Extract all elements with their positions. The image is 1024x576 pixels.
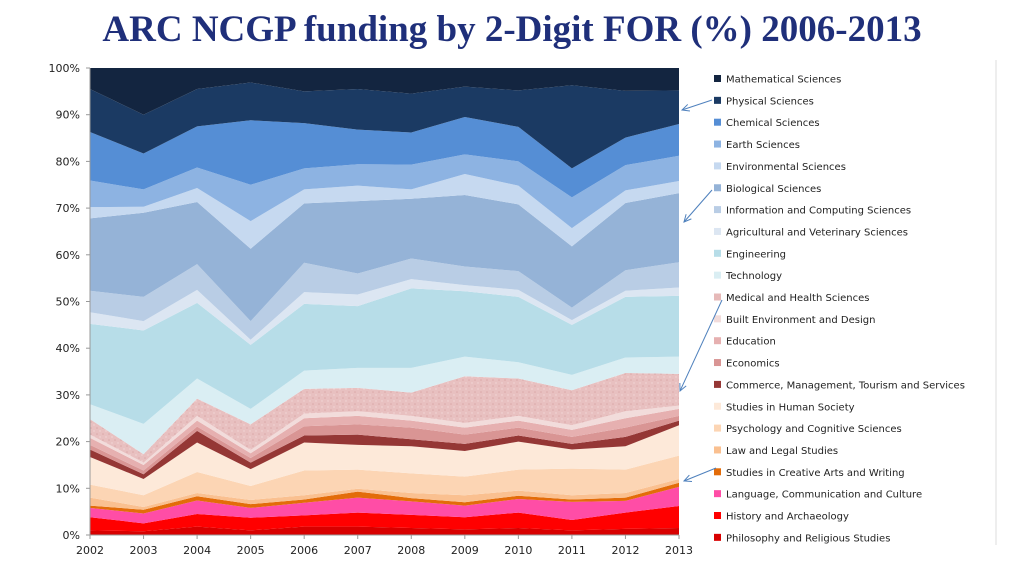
area-information-and-computing-sciences <box>90 258 679 340</box>
legend-swatch <box>714 490 721 498</box>
x-tick-label: 2010 <box>504 544 532 557</box>
legend-swatch <box>714 249 721 257</box>
area-biological-sciences <box>90 193 679 322</box>
area-environmental-sciences <box>90 174 679 249</box>
arrowhead-icon <box>680 104 690 112</box>
x-tick-label: 2006 <box>290 544 318 557</box>
legend-swatch <box>714 380 721 388</box>
legend-swatch <box>714 402 721 410</box>
legend-swatch <box>714 75 721 82</box>
legend-swatch <box>714 206 721 214</box>
legend-label: Information and Computing Sciences <box>726 206 911 217</box>
area-technology <box>90 356 679 455</box>
legend-label: Education <box>726 337 776 348</box>
legend-label: Studies in Creative Arts and Writing <box>726 468 905 479</box>
x-tick-label: 2009 <box>451 544 479 557</box>
y-tick-label: 60% <box>56 249 80 262</box>
legend-swatch <box>714 424 721 432</box>
legend-swatch <box>714 162 721 170</box>
y-tick-label: 40% <box>56 342 80 355</box>
legend-label: Technology <box>725 271 782 282</box>
area-physical-sciences <box>90 82 679 169</box>
y-tick-label: 90% <box>56 109 80 122</box>
x-tick-label: 2008 <box>397 544 425 557</box>
area-engineering <box>90 288 679 424</box>
legend-label: Philosophy and Religious Studies <box>726 533 890 544</box>
legend-swatch <box>714 315 721 323</box>
legend-swatch <box>714 446 721 454</box>
area-chemical-sciences <box>90 117 679 198</box>
area-commerce-management-tourism-and-services <box>90 420 679 479</box>
legend-swatch <box>714 359 721 367</box>
y-tick-label: 10% <box>56 482 80 495</box>
area-medical-and-health-sciences <box>90 372 679 463</box>
area-built-environment-and-design <box>90 405 679 465</box>
x-tick-label: 2012 <box>611 544 639 557</box>
legend-label: Language, Communication and Culture <box>726 490 922 501</box>
legend-swatch <box>714 227 721 235</box>
legend-label: Earth Sciences <box>726 140 800 151</box>
legend-label: Chemical Sciences <box>726 118 820 129</box>
x-tick-label: 2002 <box>76 544 104 557</box>
annotation-arrow <box>683 467 717 482</box>
arrowhead-icon <box>683 214 692 223</box>
annotation-arrow <box>683 189 713 223</box>
legend-label: Biological Sciences <box>726 184 821 195</box>
legend-label: Mathematical Sciences <box>726 75 841 86</box>
y-tick-label: 70% <box>56 202 80 215</box>
area-education <box>90 408 679 471</box>
legend-label: Engineering <box>726 249 786 260</box>
x-tick-label: 2004 <box>183 544 211 557</box>
x-tick-label: 2003 <box>130 544 158 557</box>
y-tick-label: 0% <box>63 529 80 542</box>
legend-swatch <box>714 118 721 126</box>
area-psychology-and-cognitive-sciences <box>90 455 679 507</box>
legend-label: Commerce, Management, Tourism and Servic… <box>726 380 965 391</box>
legend-label: History and Archaeology <box>726 512 849 523</box>
y-tick-label: 20% <box>56 436 80 449</box>
legend-swatch <box>714 271 721 279</box>
area-language-communication-and-culture <box>90 486 679 524</box>
area-philosophy-and-religious-studies <box>90 526 679 535</box>
legend-swatch <box>714 96 721 104</box>
area-studies-in-human-society <box>90 425 679 496</box>
legend-label: Physical Sciences <box>726 96 814 107</box>
annotation-arrow <box>679 299 723 392</box>
y-tick-label: 100% <box>49 62 80 75</box>
legend-label: Law and Legal Studies <box>726 446 838 457</box>
legend-label: Studies in Human Society <box>726 402 855 413</box>
legend-swatch <box>714 140 721 148</box>
y-tick-label: 80% <box>56 155 80 168</box>
area-agricultural-and-veterinary-sciences <box>90 279 679 345</box>
x-tick-label: 2007 <box>344 544 372 557</box>
legend-swatch <box>714 533 721 541</box>
y-tick-label: 50% <box>56 296 80 309</box>
legend-label: Psychology and Cognitive Sciences <box>726 424 902 435</box>
legend-label: Environmental Sciences <box>726 162 846 173</box>
area-history-and-archaeology <box>90 506 679 532</box>
legend-label: Built Environment and Design <box>726 315 875 326</box>
area-economics <box>90 415 679 475</box>
annotation-arrow <box>681 99 713 111</box>
legend-swatch <box>714 468 721 476</box>
legend-label: Economics <box>726 359 780 370</box>
area-mathematical-sciences <box>90 68 679 115</box>
legend-swatch <box>714 184 721 192</box>
area-studies-in-creative-arts-and-writing <box>90 482 679 514</box>
area-earth-sciences <box>90 154 679 229</box>
x-tick-label: 2013 <box>665 544 693 557</box>
legend-label: Medical and Health Sciences <box>726 293 869 304</box>
x-tick-label: 2011 <box>558 544 586 557</box>
chart-title: ARC NCGP funding by 2-Digit FOR (%) 2006… <box>102 9 922 50</box>
legend-swatch <box>714 293 721 301</box>
legend-swatch <box>714 512 721 519</box>
arrowhead-icon <box>682 474 693 483</box>
area-law-and-legal-studies <box>90 478 679 510</box>
x-tick-label: 2005 <box>237 544 265 557</box>
arrowhead-icon <box>679 382 687 393</box>
legend-swatch <box>714 337 721 345</box>
legend-label: Agricultural and Veterinary Sciences <box>726 227 908 238</box>
y-tick-label: 30% <box>56 389 80 402</box>
